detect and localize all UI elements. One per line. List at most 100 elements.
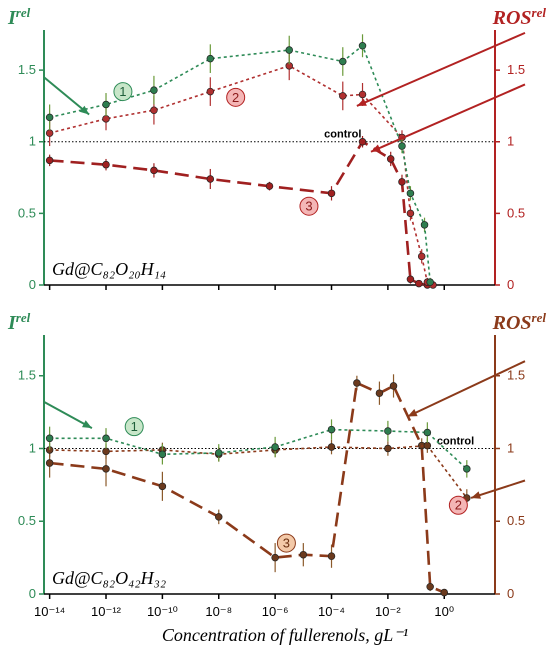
right-axis-title-sup: rel bbox=[532, 310, 547, 325]
curve-label: 1 bbox=[119, 84, 126, 99]
data-point bbox=[417, 252, 426, 261]
data-point bbox=[102, 465, 110, 473]
curve-label-circle bbox=[448, 495, 468, 515]
data-point bbox=[102, 160, 110, 169]
data-point bbox=[384, 444, 392, 453]
data-point bbox=[415, 279, 423, 288]
data-point bbox=[215, 513, 223, 521]
data-point bbox=[215, 449, 223, 457]
arrow-to-right-axis-head bbox=[356, 98, 367, 106]
series-line bbox=[49, 64, 434, 286]
series-3 bbox=[45, 136, 432, 289]
control-label: control bbox=[437, 435, 474, 447]
x-tick-label: 10⁻² bbox=[375, 604, 401, 619]
data-point bbox=[45, 459, 54, 467]
data-point bbox=[271, 443, 279, 451]
data-point bbox=[285, 46, 293, 54]
series-line bbox=[49, 428, 468, 470]
arrow-to-left-axis bbox=[43, 76, 90, 116]
right-y-tick-label: 0 bbox=[507, 586, 514, 601]
curve-label-circle bbox=[299, 196, 319, 216]
left-y-tick-label: 1 bbox=[29, 440, 36, 455]
series-line bbox=[49, 381, 445, 594]
left-axis-title: Irel bbox=[7, 5, 31, 29]
data-point bbox=[45, 156, 54, 165]
x-tick-label: 10⁻⁴ bbox=[318, 604, 345, 619]
curve-label-circle bbox=[124, 417, 144, 437]
left-y-tick-label: 0 bbox=[29, 277, 36, 292]
x-tick-label: 10⁻⁶ bbox=[262, 604, 289, 619]
arrow-to-left-axis-head bbox=[82, 420, 92, 429]
x-tick-label: 10⁰ bbox=[434, 604, 454, 619]
curve-label: 2 bbox=[232, 90, 239, 105]
right-y-tick-label: 1 bbox=[507, 440, 514, 455]
left-axis-title-sup: rel bbox=[16, 310, 31, 325]
right-axis-title-main: ROS bbox=[492, 7, 532, 29]
left-y-tick-label: 1.5 bbox=[18, 62, 36, 77]
right-axis-title: ROSrel bbox=[492, 310, 547, 334]
data-point bbox=[102, 434, 110, 443]
data-point bbox=[206, 54, 215, 63]
data-point bbox=[463, 465, 471, 473]
arrow-to-right-axis-2-head bbox=[371, 144, 381, 152]
data-point bbox=[375, 389, 384, 397]
data-point bbox=[423, 428, 432, 437]
left-y-tick-label: 0 bbox=[29, 586, 36, 601]
data-point bbox=[339, 92, 347, 100]
data-point bbox=[406, 189, 415, 198]
arrow-to-right-axis-head bbox=[407, 409, 418, 417]
left-axis-title: Irel bbox=[7, 310, 31, 334]
x-tick-label: 10⁻¹² bbox=[91, 604, 122, 619]
curve-label: 3 bbox=[283, 536, 290, 551]
data-point bbox=[426, 278, 434, 286]
data-point bbox=[158, 450, 167, 459]
data-point bbox=[102, 447, 110, 456]
data-point bbox=[265, 182, 274, 190]
right-axis-title-sup: rel bbox=[532, 5, 547, 20]
data-point bbox=[45, 113, 54, 122]
arrow-to-right-axis-2 bbox=[370, 83, 526, 153]
right-y-tick-label: 0.5 bbox=[507, 205, 525, 220]
data-point bbox=[358, 42, 367, 50]
data-point bbox=[150, 166, 158, 175]
right-y-tick-label: 0 bbox=[507, 277, 514, 292]
panel-a-chart: Irel ROSrel00.511.500.511.5controlGd@C₈₂O… bbox=[7, 5, 546, 292]
data-point bbox=[206, 87, 215, 96]
data-point bbox=[398, 142, 406, 150]
curve-label: 3 bbox=[305, 199, 312, 214]
data-point bbox=[398, 178, 406, 186]
left-y-tick-label: 0.5 bbox=[18, 205, 36, 220]
series-2 bbox=[45, 51, 437, 289]
left-axis-title-sup: rel bbox=[16, 5, 31, 20]
data-point bbox=[386, 155, 395, 163]
curve-label-circle bbox=[276, 533, 296, 553]
data-point bbox=[389, 382, 398, 390]
series-3 bbox=[45, 374, 449, 597]
x-tick-label: 10⁻¹⁴ bbox=[34, 604, 65, 619]
right-y-tick-label: 1 bbox=[507, 134, 514, 149]
data-point bbox=[384, 427, 392, 435]
left-y-tick-label: 0.5 bbox=[18, 513, 36, 528]
data-point bbox=[102, 100, 110, 109]
left-y-tick-label: 1.5 bbox=[18, 368, 36, 383]
data-point bbox=[358, 90, 367, 99]
series-line bbox=[49, 139, 428, 287]
series-1 bbox=[45, 419, 471, 478]
data-point bbox=[423, 441, 432, 450]
left-y-tick-label: 1 bbox=[29, 134, 36, 149]
x-axis-title: Concentration of fullerenols, gL⁻¹ bbox=[162, 625, 408, 645]
arrow-to-right-axis-2-head bbox=[471, 491, 481, 499]
data-point bbox=[327, 425, 336, 434]
data-point bbox=[271, 553, 279, 562]
compound-label: Gd@C₈₂O₂₀H₁₄ bbox=[52, 259, 166, 279]
left-axis-title-main: I bbox=[7, 312, 17, 334]
data-point bbox=[339, 57, 347, 66]
data-point bbox=[45, 434, 54, 443]
arrow-to-right-axis bbox=[356, 31, 526, 107]
data-point bbox=[158, 482, 167, 491]
right-axis-title-main: ROS bbox=[492, 312, 532, 334]
data-point bbox=[206, 175, 215, 183]
curve-label: 1 bbox=[131, 419, 138, 434]
